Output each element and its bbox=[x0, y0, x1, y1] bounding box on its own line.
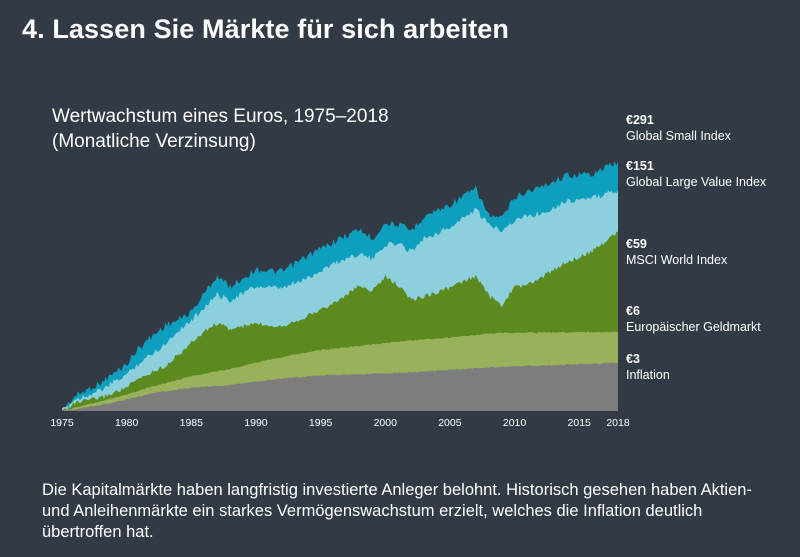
legend-geldmarkt-value: €6 bbox=[626, 304, 640, 318]
legend-global-large-value-value: €151 bbox=[626, 159, 654, 173]
legend-global-small: €291 Global Small Index bbox=[626, 112, 731, 144]
legend-global-large-value: €151 Global Large Value Index bbox=[626, 158, 766, 190]
caption-text: Die Kapitalmärkte haben langfristig inve… bbox=[42, 481, 752, 541]
x-tick-1985: 1985 bbox=[180, 417, 204, 429]
legend-geldmarkt-name: Europäischer Geldmarkt bbox=[626, 320, 761, 334]
x-tick-2000: 2000 bbox=[374, 417, 398, 429]
x-tick-1975: 1975 bbox=[50, 417, 74, 429]
legend-inflation: €3 Inflation bbox=[626, 351, 670, 383]
x-tick-1990: 1990 bbox=[244, 417, 268, 429]
x-tick-1980: 1980 bbox=[115, 417, 139, 429]
slide-title: 4. Lassen Sie Märkte für sich arbeiten bbox=[22, 14, 509, 44]
chart-title: Wertwachstum eines Euros, 1975–2018 (Mon… bbox=[52, 104, 389, 154]
x-tick-2005: 2005 bbox=[438, 417, 462, 429]
area-series-inflation bbox=[62, 362, 618, 411]
legend-inflation-value: €3 bbox=[626, 352, 640, 366]
legend-msci-world-value: €59 bbox=[626, 237, 647, 251]
legend-global-small-value: €291 bbox=[626, 113, 654, 127]
chart-title-line-2: (Monatliche Verzinsung) bbox=[52, 131, 256, 152]
x-tick-2015: 2015 bbox=[568, 417, 592, 429]
legend-global-large-value-name: Global Large Value Index bbox=[626, 175, 767, 189]
legend-msci-world-name: MSCI World Index bbox=[626, 253, 728, 267]
legend-inflation-name: Inflation bbox=[626, 368, 670, 382]
x-tick-2018: 2018 bbox=[606, 417, 630, 429]
x-tick-1995: 1995 bbox=[309, 417, 333, 429]
legend-msci-world: €59 MSCI World Index bbox=[626, 236, 727, 268]
legend-global-small-name: Global Small Index bbox=[626, 129, 731, 143]
legend-geldmarkt: €6 Europäischer Geldmarkt bbox=[626, 303, 761, 335]
chart-title-line-1: Wertwachstum eines Euros, 1975–2018 bbox=[52, 106, 389, 127]
x-tick-2010: 2010 bbox=[503, 417, 527, 429]
